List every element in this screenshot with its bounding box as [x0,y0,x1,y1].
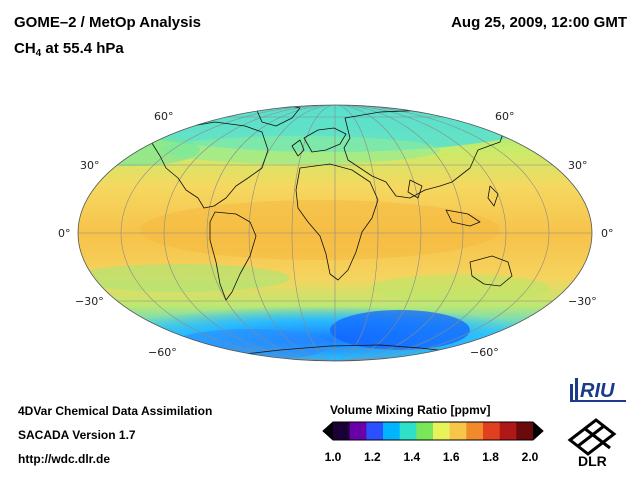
colorbar-segment [449,422,467,440]
colorbar-segment [499,422,517,440]
colorbar-segment [416,422,434,440]
lat-label-30s-left: −30° [75,295,104,308]
lat-label-60s-left: −60° [148,346,177,359]
lat-label-0-left: 0° [58,227,71,240]
riu-logo-text: RIU [580,380,615,402]
colorbar-segment [516,422,534,440]
lat-label-60n-left: 60° [154,110,174,123]
riu-logo: RIU [570,378,626,402]
colorbar-outline [322,421,544,441]
colorbar-segment [466,422,484,440]
footer-line-2: SACADA Version 1.7 [18,428,136,442]
colorbar-tick-label: 1.0 [324,450,342,464]
colorbar-segment [366,422,384,440]
colorbar-tick-label: 1.8 [482,450,499,464]
colorbar-segment [333,422,351,440]
colorbar-segment [349,422,367,440]
lat-label-0-right: 0° [601,227,614,240]
lat-label-30n-right: 30° [568,159,588,172]
species-label: CH4 at 55.4 hPa [14,40,124,59]
footer-line-1: 4DVar Chemical Data Assimilation [18,404,213,418]
mollweide-map [77,104,593,362]
colorbar-title: Volume Mixing Ratio [ppmv] [330,403,491,417]
colorbar-segment [399,422,417,440]
map-border [77,104,593,362]
colorbar-tick-label: 1.2 [364,450,381,464]
page-title: GOME–2 / MetOp Analysis [14,14,201,31]
lat-label-30s-right: −30° [568,295,597,308]
colorbar-segment [433,422,451,440]
species-subscript: 4 [35,48,42,59]
lat-label-60n-right: 60° [495,110,515,123]
colorbar-high-arrow [533,422,543,440]
lat-label-60s-right: −60° [470,346,499,359]
colorbar-segment [383,422,401,440]
footer-link[interactable]: http://wdc.dlr.de [18,452,110,466]
lat-label-30n-left: 30° [80,159,100,172]
timestamp: Aug 25, 2009, 12:00 GMT [451,14,627,31]
species-suffix: at 55.4 hPa [41,40,124,57]
species-prefix: CH [14,40,36,57]
dlr-logo-text: DLR [578,453,607,469]
colorbar-segment [483,422,501,440]
colorbar-low-arrow [323,422,333,440]
colorbar-tick-label: 1.6 [442,450,460,464]
dlr-logo: DLR [567,418,617,469]
colorbar-tick-label: 1.4 [403,450,421,464]
colorbar-tick-label: 2.0 [521,450,539,464]
colorbar [322,421,544,441]
concentration-field [78,105,592,361]
